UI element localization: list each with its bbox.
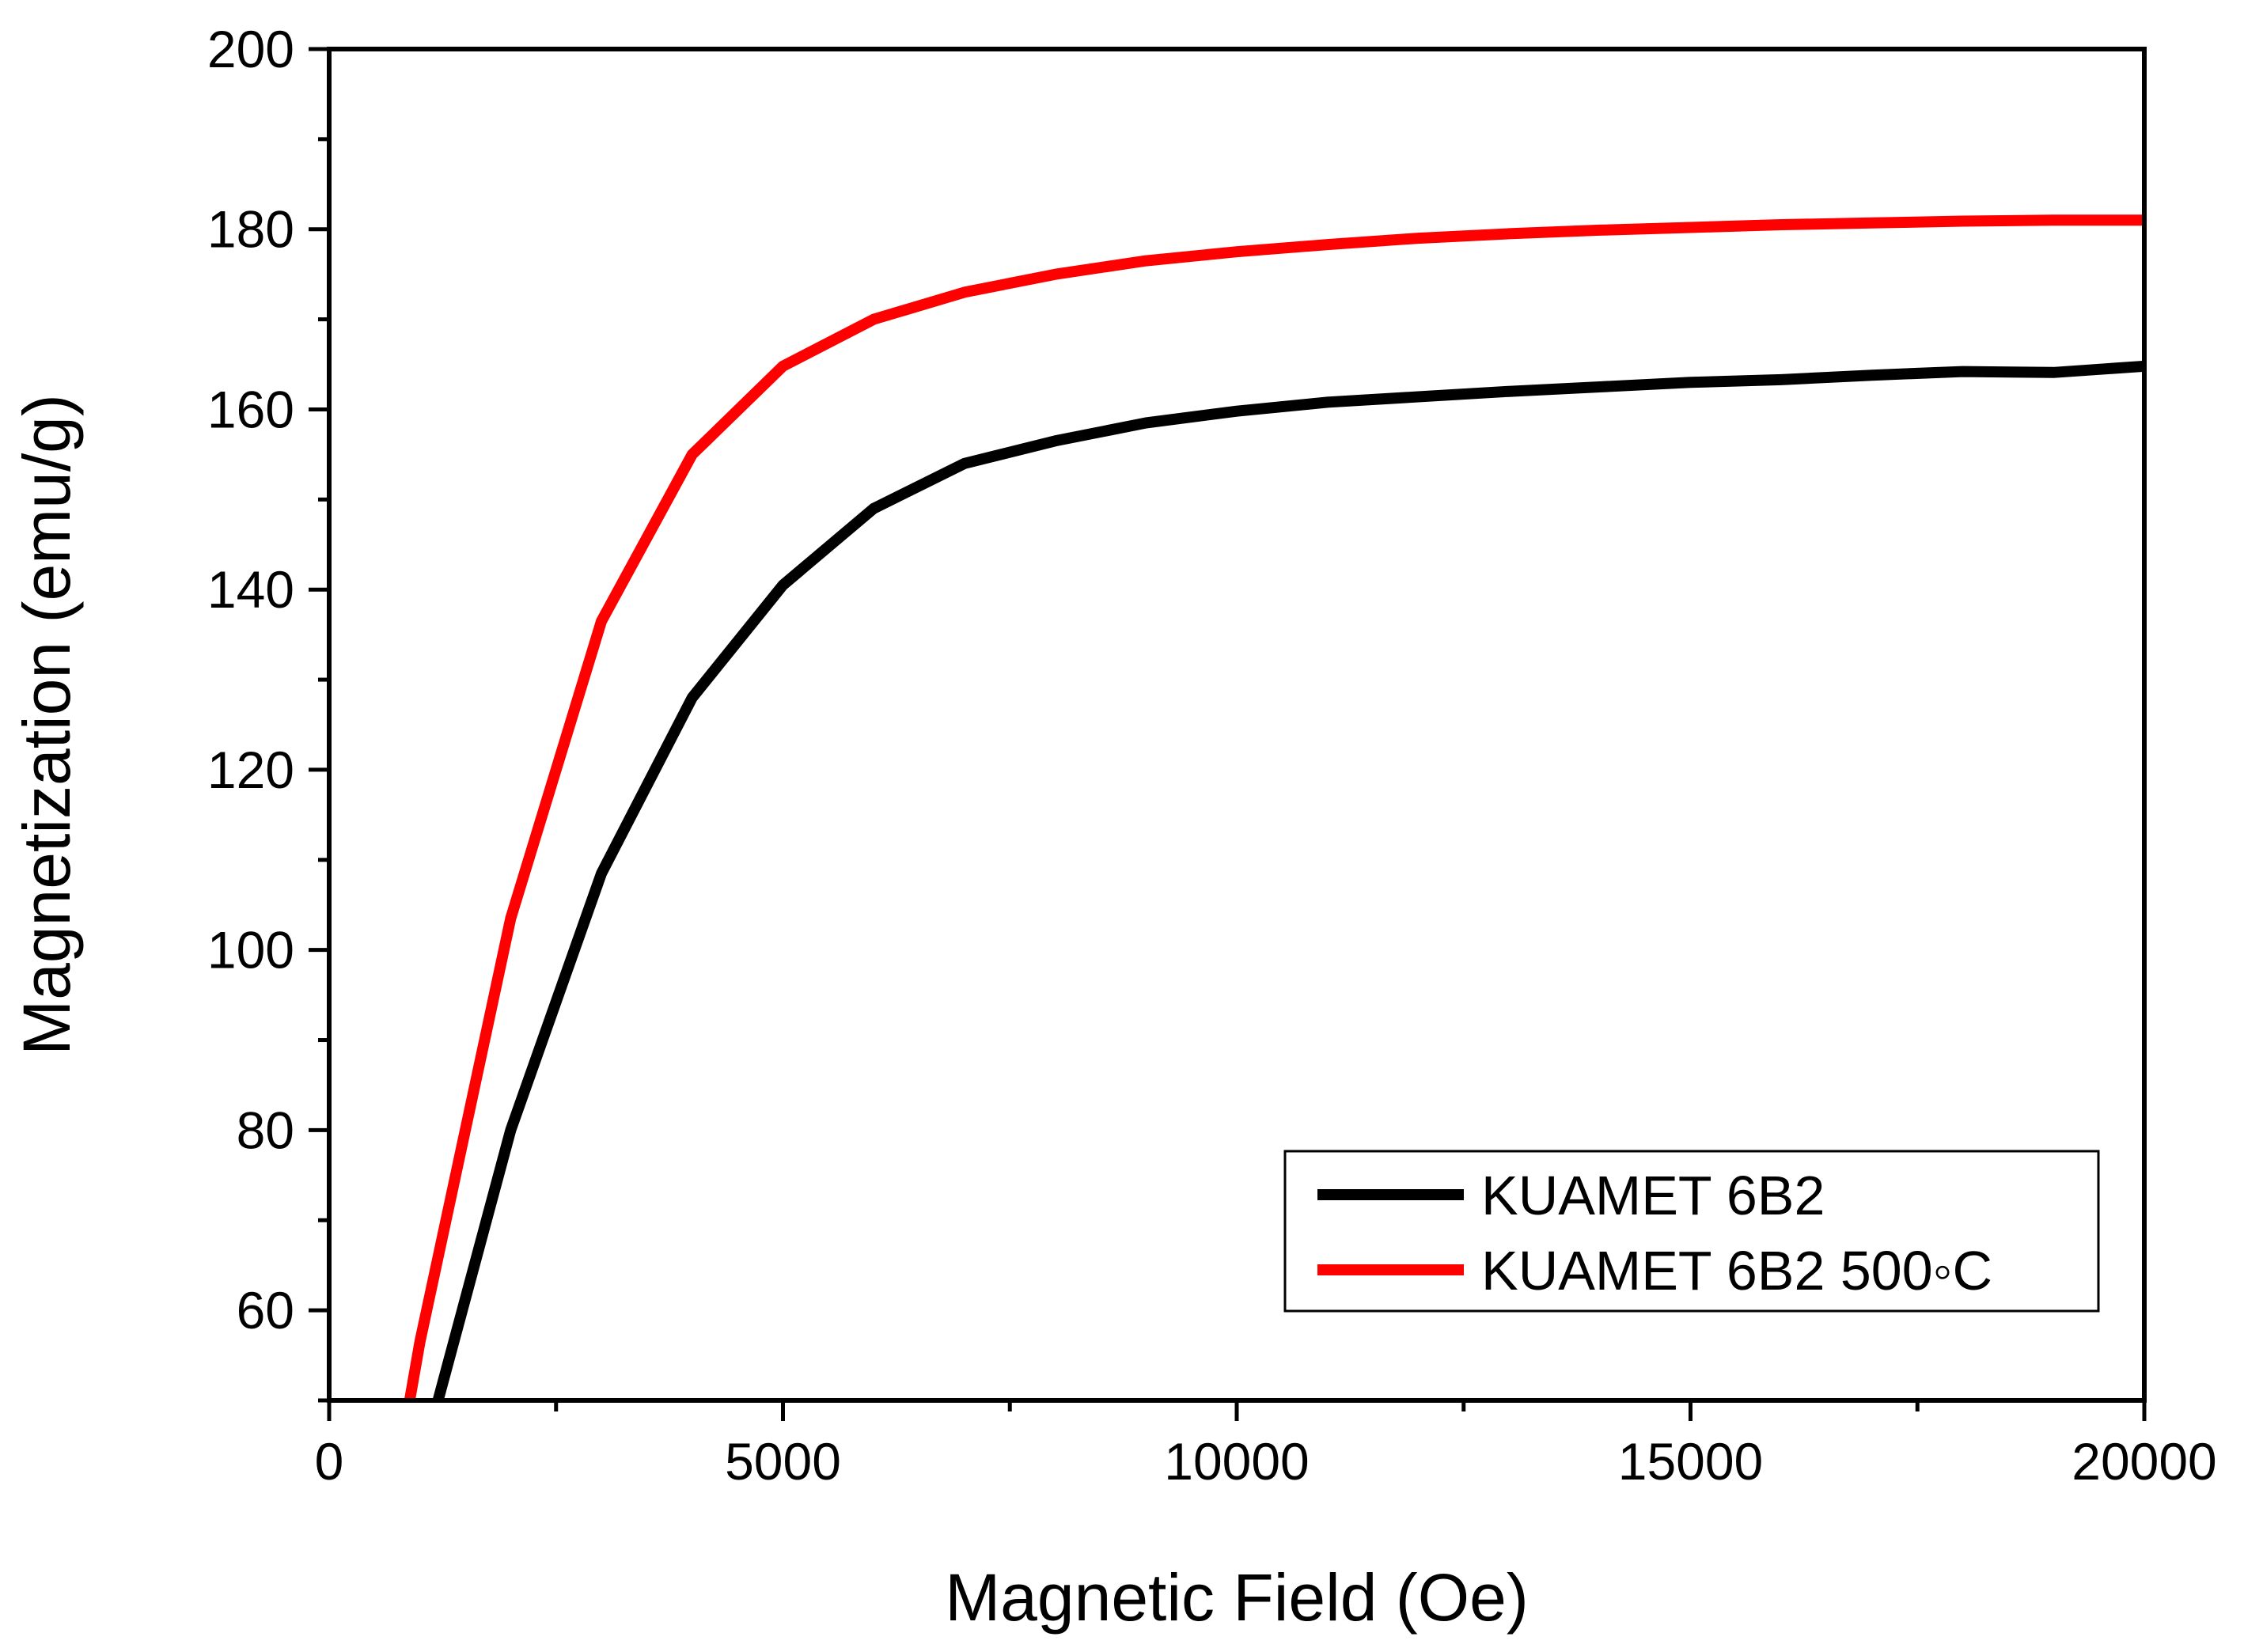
x-tick-label: 10000 [1164,1432,1310,1491]
x-axis-title: Magnetic Field (Oe) [945,1560,1529,1635]
y-tick-label: 100 [207,921,294,979]
x-tick-label: 0 [315,1432,344,1491]
legend-box [1283,1150,2100,1313]
x-tick-label: 20000 [2072,1432,2217,1491]
series-line-1 [404,214,2144,1400]
y-tick-label: 80 [237,1101,294,1159]
y-tick-label: 180 [207,200,294,259]
y-tick-label: 200 [207,20,294,78]
y-tick-label: 160 [207,380,294,438]
legend-label-kuamet-6b2: KUAMET 6B2 [1481,1165,1825,1226]
series-line-0 [432,360,2144,1400]
y-tick-label: 140 [207,560,294,619]
y-tick-label: 60 [237,1281,294,1339]
x-tick-label: 15000 [1618,1432,1764,1491]
legend: KUAMET 6B2 KUAMET 6B2 500◦C [1283,1150,2100,1313]
y-tick-label: 120 [207,741,294,799]
legend-label-kuamet-6b2-500c: KUAMET 6B2 500◦C [1481,1240,1992,1302]
x-tick-label: 5000 [725,1432,841,1491]
y-axis-title: Magnetization (emu/g) [9,394,84,1055]
